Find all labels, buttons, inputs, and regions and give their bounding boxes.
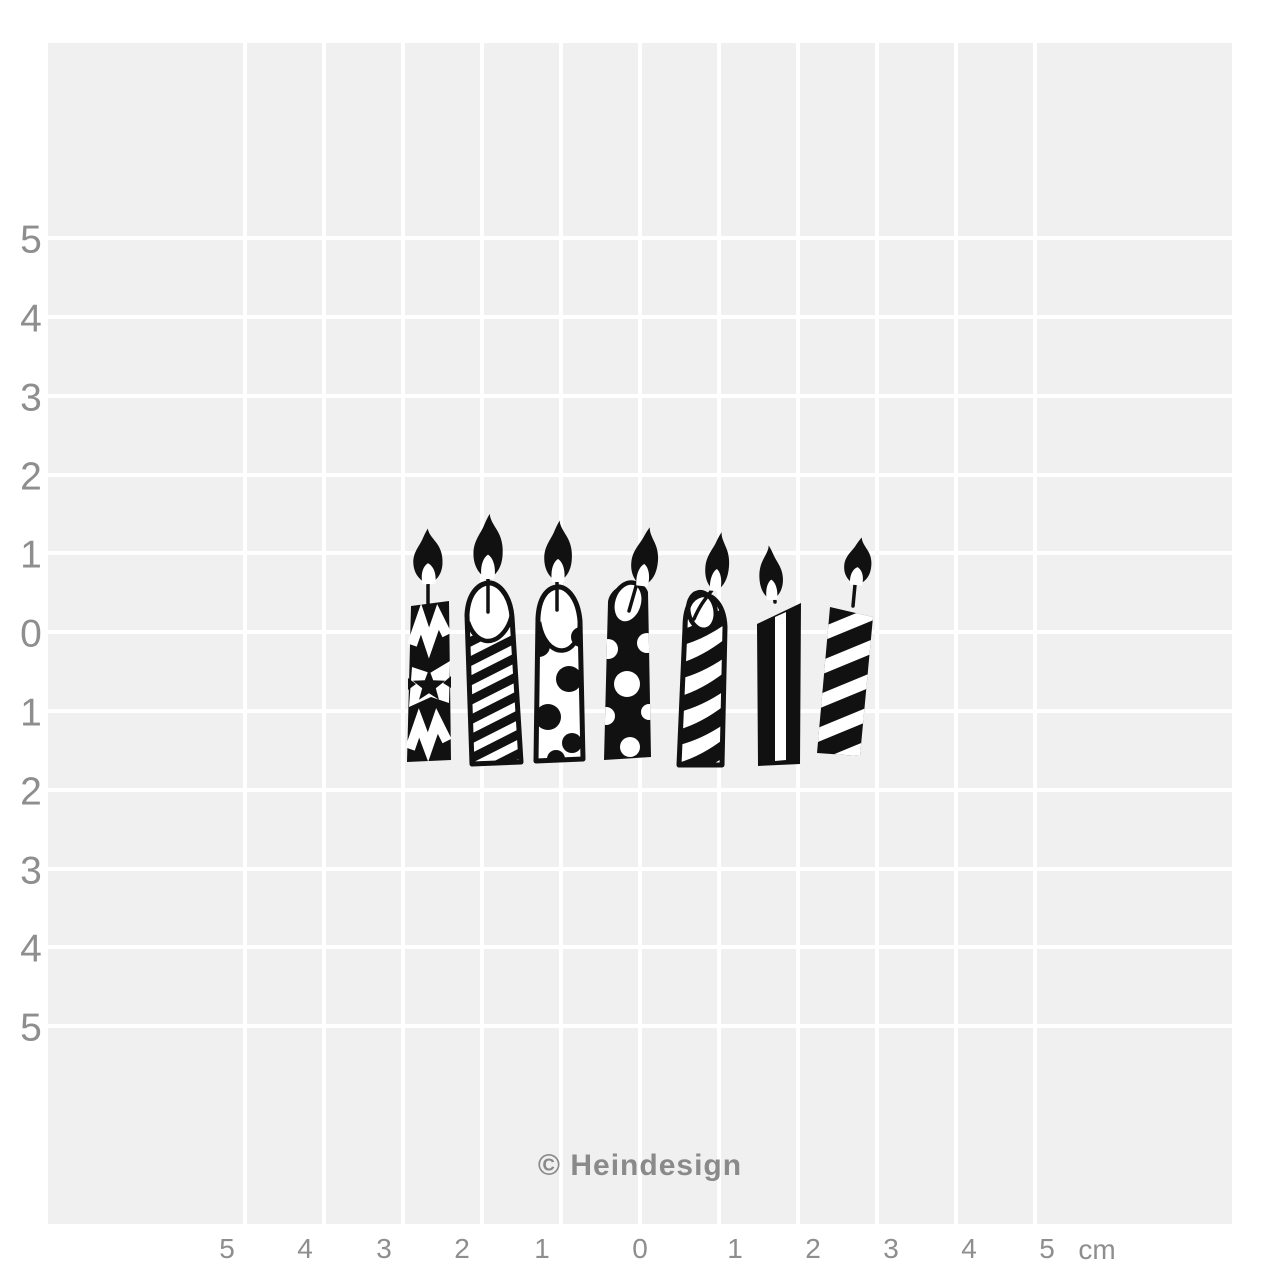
bottom-axis-label: 2	[454, 1233, 470, 1264]
unit-label: cm	[1078, 1234, 1116, 1265]
flame-icon	[411, 527, 444, 585]
left-axis-label: 1	[20, 691, 42, 735]
bottom-axis-label: 4	[961, 1233, 977, 1264]
bottom-axis-label: 0	[632, 1233, 648, 1264]
bottom-axis-label: 1	[534, 1233, 550, 1264]
left-axis-label: 5	[20, 1006, 42, 1050]
candle-black-polka-dots	[533, 520, 586, 764]
candle-zigzag-with-star	[405, 527, 452, 762]
watermark: © Heindesign	[537, 1149, 743, 1182]
flame-icon	[473, 513, 503, 579]
bottom-axis-label: 3	[883, 1233, 899, 1264]
left-axis-label: 2	[20, 770, 42, 814]
flame-icon	[544, 520, 572, 582]
candle-solid-vertical-stripe	[757, 544, 801, 766]
bottom-axis-label: 1	[727, 1233, 743, 1264]
left-axis-label: 1	[20, 533, 42, 577]
left-axis-label: 2	[20, 455, 42, 499]
bottom-axis-label: 3	[376, 1233, 392, 1264]
candle-leaning-diagonal-stripes	[817, 536, 874, 756]
flame-icon	[758, 544, 784, 601]
left-axis-label: 5	[20, 218, 42, 262]
candle-white-polka-dots	[604, 525, 662, 760]
star-icon	[412, 669, 446, 700]
left-axis-label: 0	[20, 612, 42, 656]
left-axis-label: 3	[20, 376, 42, 420]
flame-icon	[703, 530, 732, 593]
left-axis-label: 4	[20, 927, 42, 971]
bottom-axis-label: 2	[805, 1233, 821, 1264]
left-axis-label: 3	[20, 849, 42, 893]
bottom-axis-label: 4	[297, 1233, 313, 1264]
flame-icon	[628, 525, 662, 588]
birthday-candles-stamp	[405, 513, 874, 768]
grid-lines	[48, 43, 1232, 1224]
candle-spiral-bands	[676, 530, 732, 768]
candle-diagonal-stripes	[464, 513, 524, 767]
left-axis-label: 4	[20, 297, 42, 341]
flame-icon	[842, 536, 874, 587]
bottom-axis-label: 5	[219, 1233, 235, 1264]
bottom-axis-label: 5	[1039, 1233, 1055, 1264]
